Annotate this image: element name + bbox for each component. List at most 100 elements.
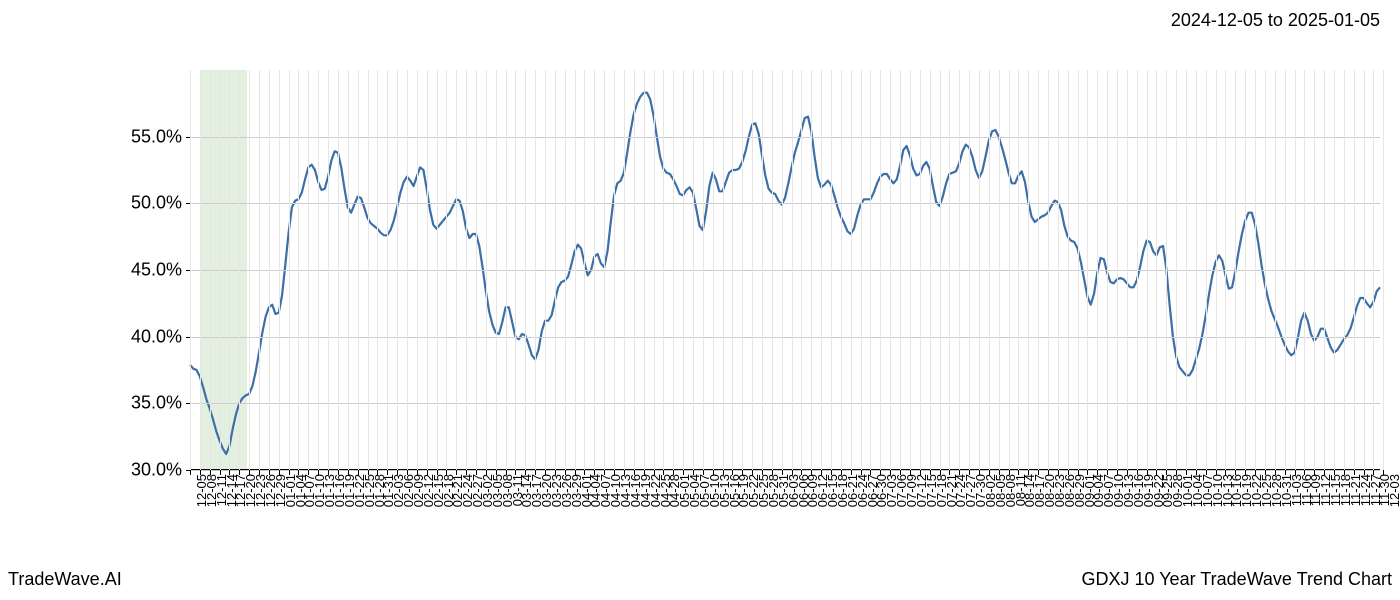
y-tick-label: 40.0% (102, 326, 182, 347)
x-gridline (1383, 70, 1384, 470)
x-gridline (644, 70, 645, 470)
x-gridline (210, 70, 211, 470)
x-gridline (269, 70, 270, 470)
x-tick-mark (358, 470, 359, 475)
y-gridline (190, 137, 1380, 138)
x-gridline (989, 70, 990, 470)
x-gridline (397, 70, 398, 470)
x-gridline (969, 70, 970, 470)
x-tick-mark (1156, 470, 1157, 475)
x-gridline (200, 70, 201, 470)
x-gridline (762, 70, 763, 470)
x-gridline (535, 70, 536, 470)
x-tick-mark (1097, 470, 1098, 475)
y-tick-label: 50.0% (102, 193, 182, 214)
x-tick-mark (249, 470, 250, 475)
x-tick-mark (456, 470, 457, 475)
x-gridline (1344, 70, 1345, 470)
x-gridline (713, 70, 714, 470)
x-gridline (959, 70, 960, 470)
x-gridline (742, 70, 743, 470)
x-tick-mark (308, 470, 309, 475)
x-tick-mark (1354, 470, 1355, 475)
x-gridline (1235, 70, 1236, 470)
x-tick-mark (584, 470, 585, 475)
x-gridline (1334, 70, 1335, 470)
x-gridline (841, 70, 842, 470)
x-gridline (1245, 70, 1246, 470)
x-gridline (1009, 70, 1010, 470)
x-tick-mark (1373, 470, 1374, 475)
x-tick-mark (289, 470, 290, 475)
x-tick-mark (269, 470, 270, 475)
x-tick-mark (328, 470, 329, 475)
y-gridline (190, 337, 1380, 338)
x-tick-mark (575, 470, 576, 475)
x-gridline (1097, 70, 1098, 470)
x-tick-mark (1028, 470, 1029, 475)
x-gridline (1373, 70, 1374, 470)
x-tick-mark (239, 470, 240, 475)
x-gridline (831, 70, 832, 470)
x-tick-mark (190, 470, 191, 475)
x-tick-mark (999, 470, 1000, 475)
x-tick-mark (1304, 470, 1305, 475)
x-tick-label: 12-03 (1387, 474, 1400, 507)
x-gridline (229, 70, 230, 470)
x-gridline (190, 70, 191, 470)
x-gridline (604, 70, 605, 470)
x-tick-mark (446, 470, 447, 475)
x-gridline (703, 70, 704, 470)
x-tick-mark (1255, 470, 1256, 475)
x-tick-mark (486, 470, 487, 475)
x-gridline (594, 70, 595, 470)
x-tick-mark (1364, 470, 1365, 475)
x-gridline (358, 70, 359, 470)
x-tick-mark (1137, 470, 1138, 475)
x-tick-mark (851, 470, 852, 475)
x-tick-mark (387, 470, 388, 475)
x-tick-mark (742, 470, 743, 475)
x-gridline (298, 70, 299, 470)
x-tick-mark (200, 470, 201, 475)
x-gridline (565, 70, 566, 470)
x-gridline (427, 70, 428, 470)
x-tick-mark (920, 470, 921, 475)
y-gridline (190, 470, 1380, 471)
x-gridline (1137, 70, 1138, 470)
x-gridline (1117, 70, 1118, 470)
x-tick-mark (1087, 470, 1088, 475)
x-gridline (900, 70, 901, 470)
x-tick-mark (1038, 470, 1039, 475)
x-tick-mark (397, 470, 398, 475)
x-tick-mark (1078, 470, 1079, 475)
x-gridline (634, 70, 635, 470)
x-tick-mark (880, 470, 881, 475)
x-tick-mark (821, 470, 822, 475)
x-tick-mark (604, 470, 605, 475)
x-tick-mark (979, 470, 980, 475)
y-tick-label: 35.0% (102, 393, 182, 414)
x-gridline (1314, 70, 1315, 470)
x-gridline (1048, 70, 1049, 470)
x-gridline (1324, 70, 1325, 470)
x-tick-mark (515, 470, 516, 475)
x-gridline (249, 70, 250, 470)
x-gridline (1147, 70, 1148, 470)
x-gridline (387, 70, 388, 470)
x-tick-mark (407, 470, 408, 475)
x-tick-mark (1295, 470, 1296, 475)
chart-container: 30.0%35.0%40.0%45.0%50.0%55.0%12-0512-08… (0, 50, 1400, 560)
x-tick-mark (1324, 470, 1325, 475)
footer-chart-title: GDXJ 10 Year TradeWave Trend Chart (1082, 569, 1393, 590)
x-tick-mark (1245, 470, 1246, 475)
x-gridline (368, 70, 369, 470)
x-tick-mark (752, 470, 753, 475)
x-tick-mark (594, 470, 595, 475)
x-tick-mark (1176, 470, 1177, 475)
x-tick-mark (1127, 470, 1128, 475)
x-gridline (525, 70, 526, 470)
x-gridline (584, 70, 585, 470)
x-tick-mark (220, 470, 221, 475)
x-gridline (486, 70, 487, 470)
